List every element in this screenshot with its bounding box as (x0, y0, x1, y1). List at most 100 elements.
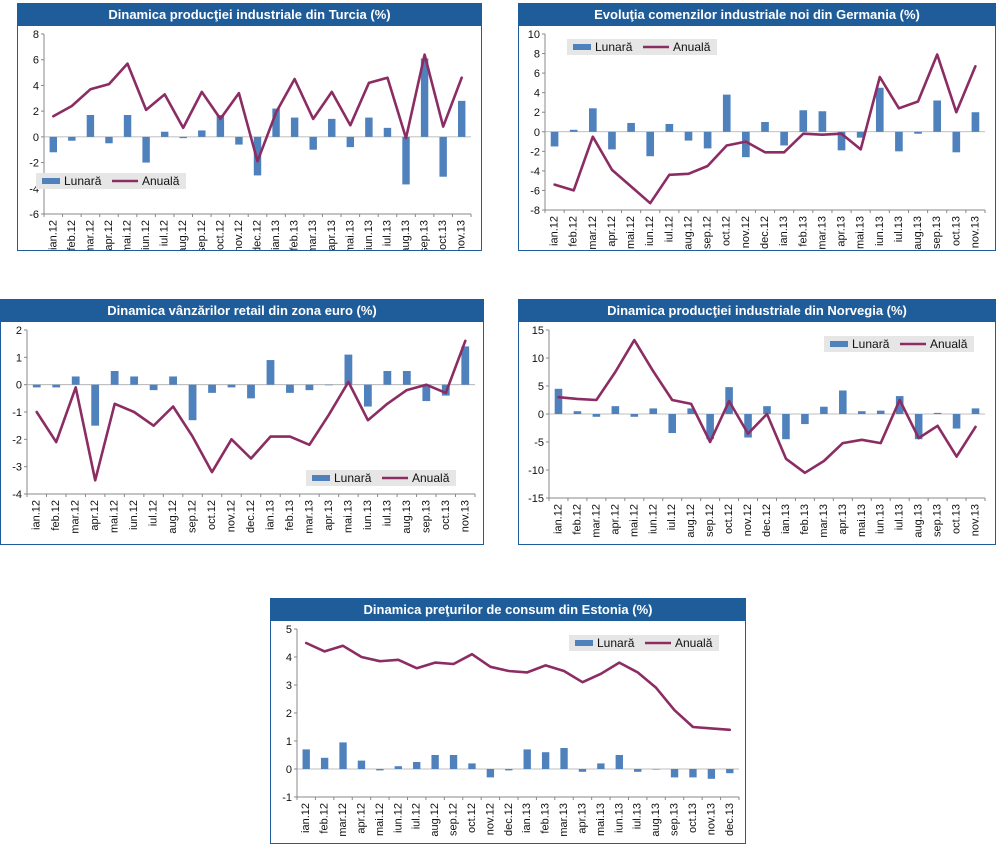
bar (689, 769, 697, 778)
bar (461, 346, 470, 385)
x-tick-label: feb.12 (66, 220, 78, 250)
x-tick-label: dec.12 (245, 500, 257, 533)
x-tick-label: nov.13 (459, 500, 471, 532)
bar (952, 131, 961, 153)
x-tick-label: nov.13 (969, 216, 981, 248)
legend-label-lunara: Lunară (595, 40, 633, 54)
x-tick-label: apr.13 (836, 216, 848, 247)
bar (179, 136, 187, 139)
bar (578, 769, 587, 772)
y-tick-label: -4 (29, 183, 39, 195)
x-tick-label: feb.13 (799, 504, 811, 535)
series-line-anuala (51, 53, 464, 163)
x-tick-label: iun.13 (874, 216, 886, 246)
series-line-anuala (553, 53, 977, 205)
x-tick-label: iun.13 (613, 803, 625, 833)
bar (505, 769, 513, 771)
x-tick-label: mar.13 (558, 803, 570, 837)
x-tick-label: dec.12 (761, 504, 773, 537)
bar (309, 136, 317, 150)
x-tick-label: iul.13 (894, 504, 906, 530)
bar (801, 414, 809, 425)
x-tick-label: nov.13 (705, 803, 717, 835)
x-tick-label: iul.12 (411, 803, 423, 829)
bar (706, 414, 714, 440)
bar (86, 115, 95, 137)
bar (235, 136, 243, 145)
bar (216, 115, 225, 137)
legend-swatch-bar (42, 178, 60, 184)
x-tick-label: oct.12 (723, 504, 735, 534)
legend-label-lunara: Lunară (852, 337, 890, 351)
y-tick-label: 5 (286, 624, 292, 636)
x-tick-label: mai.12 (628, 504, 640, 537)
bar (744, 414, 752, 438)
legend-swatch-bar (575, 640, 593, 646)
bar (630, 414, 639, 417)
bar (550, 131, 559, 147)
bar (49, 136, 57, 153)
bar (320, 757, 329, 769)
x-tick-label: iul.13 (381, 220, 393, 246)
y-tick-label: -2 (530, 146, 540, 158)
x-tick-label: iun.12 (392, 803, 404, 833)
bar (266, 360, 275, 385)
bar (914, 414, 923, 440)
bar (339, 742, 347, 769)
x-tick-label: ian.12 (47, 220, 59, 250)
x-tick-label: mar.13 (816, 216, 828, 250)
bar (160, 131, 169, 137)
x-tick-label: sep.13 (419, 220, 431, 250)
y-tick-label: -2 (29, 158, 39, 170)
bar (742, 131, 750, 158)
legend-box (569, 635, 719, 651)
y-tick-label: 4 (286, 652, 292, 664)
bar (208, 384, 216, 393)
y-tick-label: 0 (534, 127, 540, 139)
x-tick-label: iul.13 (381, 500, 393, 526)
bar (383, 127, 392, 137)
x-tick-label: aug.12 (685, 504, 697, 538)
y-tick-label: -2 (12, 434, 22, 446)
legend-label-anuala: Anuală (675, 636, 713, 650)
y-tick-label: 0 (538, 409, 544, 421)
y-tick-label: -6 (530, 185, 540, 197)
chart-panel-germany: Evoluţia comenzilor industriale noi din … (518, 3, 996, 251)
x-tick-label: nov.13 (456, 220, 468, 250)
bar (782, 414, 790, 440)
x-tick-label: apr.12 (355, 803, 367, 834)
bar (383, 371, 392, 385)
x-tick-label: nov.12 (740, 216, 752, 248)
bar (346, 136, 355, 148)
x-tick-label: iun.12 (647, 504, 659, 534)
x-tick-label: oct.13 (437, 220, 449, 250)
bar (227, 384, 236, 388)
chart-title: Dinamica preţurilor de consum din Estoni… (271, 599, 745, 621)
x-tick-label: sep.13 (931, 216, 943, 249)
y-tick-label: -15 (528, 493, 544, 505)
x-tick-label: apr.13 (326, 220, 338, 250)
bar (130, 376, 139, 385)
bar (875, 87, 884, 132)
y-tick-label: -10 (528, 465, 544, 477)
x-tick-label: apr.12 (606, 216, 618, 247)
x-tick-label: ian.12 (552, 504, 564, 534)
bar (933, 100, 941, 132)
x-tick-label: mai.12 (625, 216, 637, 249)
legend-label-anuala: Anuală (930, 337, 968, 351)
bar (597, 763, 605, 769)
x-tick-label: mai.12 (374, 803, 386, 836)
bar (486, 769, 495, 778)
bar (142, 136, 150, 163)
bar (169, 376, 177, 385)
x-tick-label: nov.12 (233, 220, 245, 250)
bar (634, 769, 642, 772)
bar (665, 123, 674, 132)
bar (420, 58, 429, 137)
y-tick-label: -8 (530, 205, 540, 217)
bar (820, 406, 828, 414)
x-tick-label: nov.12 (484, 803, 496, 835)
y-tick-label: 4 (534, 88, 540, 100)
bar (857, 411, 866, 414)
y-tick-label: 2 (286, 708, 292, 720)
